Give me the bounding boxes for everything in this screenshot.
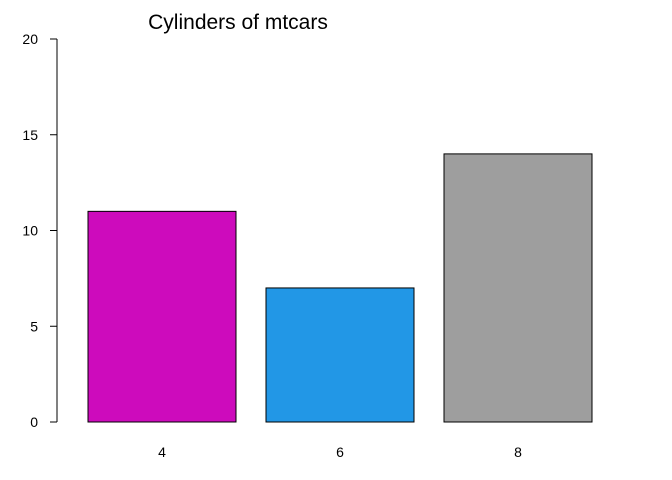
y-tick-label: 15 bbox=[22, 127, 38, 143]
x-tick-label: 8 bbox=[514, 444, 522, 460]
y-tick-label: 0 bbox=[30, 414, 38, 430]
bars bbox=[87, 153, 593, 423]
y-axis: 0 5 10 15 20 bbox=[22, 31, 58, 430]
x-axis-labels: 4 6 8 bbox=[158, 444, 522, 460]
y-tick-label: 10 bbox=[22, 223, 38, 239]
x-tick-label: 6 bbox=[336, 444, 344, 460]
y-tick-label: 20 bbox=[22, 31, 38, 47]
chart-title: Cylinders of mtcars bbox=[148, 11, 328, 34]
bar-6 bbox=[265, 287, 415, 423]
x-tick-label: 4 bbox=[158, 444, 166, 460]
y-tick-label: 5 bbox=[30, 318, 38, 334]
bar-4 bbox=[87, 210, 237, 423]
bar-8 bbox=[443, 153, 593, 423]
